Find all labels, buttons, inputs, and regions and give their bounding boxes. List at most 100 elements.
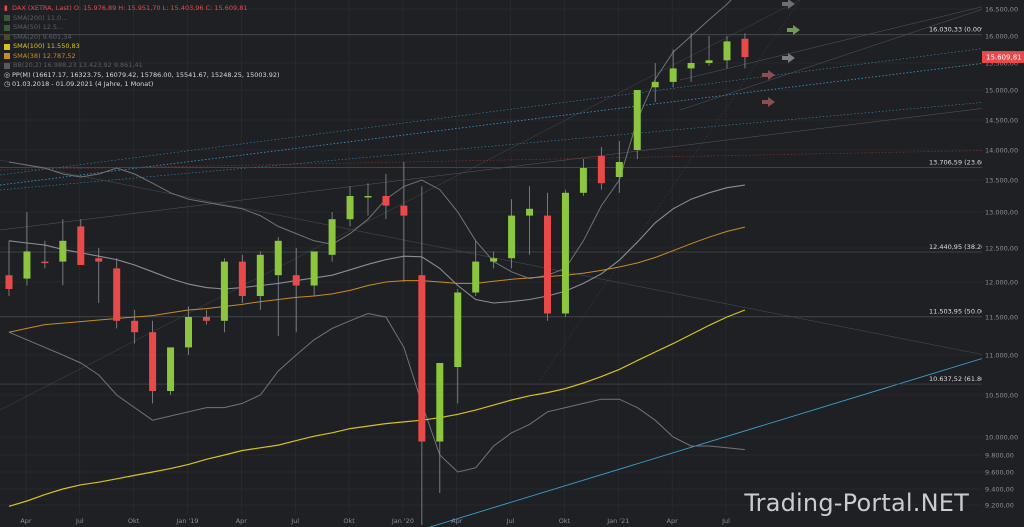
candle-up	[364, 196, 372, 198]
y-tick-label: 14.500,00	[985, 117, 1018, 125]
y-tick-label: 9.800,00	[985, 452, 1014, 460]
legend-indicator-label: SMA(100) 11.550,83	[13, 42, 80, 50]
legend-indicator-label: SMA(20) 9.601,34	[13, 32, 72, 41]
candles	[5, 33, 749, 525]
fib-level-label: 13.706,59 (23.60%)	[929, 159, 994, 167]
candle-down	[77, 226, 85, 265]
signal-arrow-icon	[762, 97, 775, 107]
legend-swatch	[4, 24, 10, 31]
trend-line	[0, 149, 1011, 171]
candle-up	[23, 251, 31, 279]
x-tick-label: Okt	[559, 517, 571, 525]
last-price-badge: 15.609,81	[982, 51, 1024, 64]
fibonacci-levels: 16.030,33 (0.00%) 13.706,59 (23.60%) 12.44…	[0, 25, 994, 385]
candle-down	[113, 268, 121, 321]
x-tick-label: Jan '21	[606, 517, 629, 525]
x-tick-label: Jan '20	[391, 517, 414, 525]
candle-up	[256, 254, 264, 296]
legend-indicator: SMA(200) 11.0...	[4, 14, 280, 24]
x-tick-label: Jan '19	[175, 517, 198, 525]
watermark: Trading-Portal.NET	[744, 489, 969, 517]
candle-up	[490, 258, 498, 262]
candle-up	[526, 208, 534, 216]
target-icon: ◎	[4, 70, 11, 79]
legend-range: ◷ 01.03.2018 - 01.09.2021 (4 Jahre, 1 Mo…	[4, 80, 280, 90]
candle-up	[185, 317, 192, 348]
candle-up	[561, 192, 569, 314]
legend-indicator: SMA(100) 11.550,83	[4, 42, 280, 52]
candle-down	[741, 38, 749, 58]
signal-arrow-icon	[787, 25, 800, 35]
y-tick-label: 11.500,00	[985, 314, 1018, 322]
x-tick-label: Jul	[721, 517, 730, 525]
bollinger-lower-line	[8, 312, 745, 473]
legend-swatch	[4, 15, 10, 22]
signal-arrow-icon	[782, 0, 795, 9]
y-tick-label: 14.000,00	[985, 147, 1018, 155]
candle-down	[5, 275, 13, 289]
candle-down	[95, 258, 103, 262]
x-tick-label: Okt	[343, 517, 355, 525]
x-tick-label: Apr	[451, 517, 463, 525]
candle-down	[238, 261, 246, 296]
indicator-lines	[8, 0, 746, 507]
y-tick-label: 12.500,00	[985, 245, 1018, 253]
chart-legend: ▮ DAX (XETRA, Last) O: 15.976,89 H: 15.9…	[4, 4, 280, 90]
fib-level-label: 11.503,95 (50.00%)	[929, 308, 994, 316]
legend-indicator-label: SMA(38) 12.787,52	[13, 51, 76, 60]
candle-up	[651, 81, 659, 88]
y-tick-label: 16.000,00	[985, 33, 1018, 41]
last-price-box	[982, 51, 1024, 64]
trend-line	[429, 349, 1011, 527]
fib-level-label: 10.637,52 (61.80%)	[929, 375, 994, 383]
signal-arrows	[762, 0, 800, 107]
y-axis-background	[982, 0, 1024, 527]
y-tick-label: 12.000,00	[985, 279, 1018, 287]
candle-down	[292, 275, 300, 286]
trend-line	[0, 159, 1011, 361]
candle-up	[346, 196, 354, 220]
legend-indicator-label: SMA(50) 12.5...	[13, 23, 64, 31]
candle-up	[723, 41, 731, 61]
clock-icon: ◷	[4, 80, 11, 88]
candle-up	[436, 363, 444, 442]
candle-up	[310, 251, 318, 286]
candle-up	[328, 219, 336, 255]
trend-line	[0, 99, 1011, 191]
legend-title: ▮ DAX (XETRA, Last) O: 15.976,89 H: 15.9…	[4, 4, 280, 14]
candle-down	[544, 215, 551, 314]
candle-up	[579, 168, 587, 193]
signal-arrow-icon	[762, 70, 775, 80]
candle-up	[472, 261, 480, 293]
candle-down	[400, 205, 408, 216]
candle-up	[508, 215, 516, 259]
candle-up	[220, 261, 228, 321]
legend-pivot: ◎ PP(M) (16617.17, 16323.75, 16079.42, 1…	[4, 71, 280, 81]
trend-line	[679, 0, 1011, 81]
legend-range-text: 01.03.2018 - 01.09.2021 (4 Jahre, 1 Mona…	[12, 80, 154, 88]
y-tick-label: 13.500,00	[985, 177, 1018, 185]
candle-up	[454, 292, 462, 367]
candle-up	[705, 60, 713, 63]
legend-indicator: BB(20,2) 16.988,23 13.423,92 9.861,41	[4, 61, 280, 71]
candle-down	[382, 196, 390, 206]
legend-pivot-text: PP(M) (16617.17, 16323.75, 16079.42, 157…	[12, 70, 280, 79]
candle-up	[633, 90, 641, 150]
candle-up	[669, 68, 677, 82]
legend-swatch	[4, 43, 10, 50]
x-tick-label: Okt	[128, 517, 140, 525]
candle-up	[274, 240, 282, 276]
candle-down	[41, 261, 49, 264]
legend-swatch	[4, 62, 10, 69]
candle-down	[202, 317, 210, 321]
bar-icon: ▮	[4, 4, 8, 12]
legend-indicator: SMA(38) 12.787,52	[4, 52, 280, 62]
x-tick-label: Jul	[506, 517, 515, 525]
legend-swatch	[4, 53, 10, 60]
y-tick-label: 15.500,00	[985, 60, 1018, 68]
candle-up	[59, 240, 67, 262]
x-tick-label: Jul	[290, 517, 299, 525]
bollinger-middle-line	[8, 184, 745, 304]
candle-down	[418, 275, 426, 442]
